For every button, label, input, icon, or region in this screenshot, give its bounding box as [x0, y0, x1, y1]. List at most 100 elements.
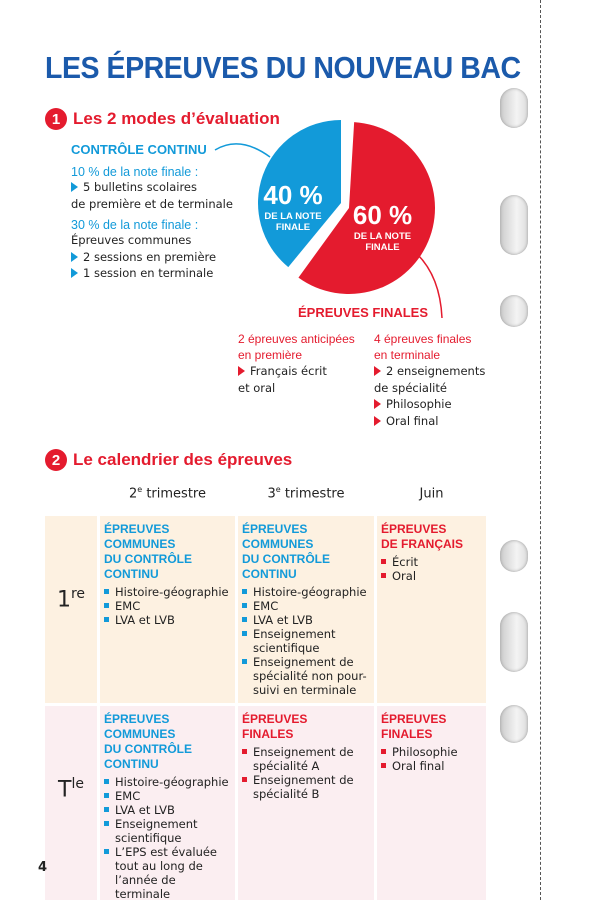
text: de première et de terminale — [71, 196, 233, 211]
triangle-bullet-icon — [71, 182, 78, 192]
finales-col2: 4 épreuves finales en terminale 2 enseig… — [374, 331, 485, 429]
cell-heading: FINALES — [242, 727, 294, 742]
list-item: Histoire-géographie — [104, 775, 231, 789]
square-bullet-icon — [104, 779, 109, 785]
list-item: Enseignement scientifique — [104, 817, 231, 845]
pct: 60 % — [352, 200, 413, 230]
table-row: 1re ÉPREUVES COMMUNES DU CONTRÔLE CONTINU H… — [45, 516, 486, 704]
text: FINALE — [365, 242, 400, 253]
cell-heading: FINALES — [381, 727, 433, 742]
list-item: Histoire-géographie — [242, 585, 370, 599]
list-item: Enseignement de spécialité non pour-suiv… — [242, 655, 370, 697]
binder-hole — [500, 612, 528, 672]
triangle-bullet-icon — [71, 251, 78, 262]
section-title: Le calendrier des épreuves — [73, 450, 293, 469]
page-title: LES ÉPREUVES DU NOUVEAU BAC — [45, 50, 521, 85]
pie-chart — [214, 120, 443, 319]
level-label: Tle — [45, 706, 97, 900]
text: en terminale — [374, 348, 441, 362]
text: de spécialité — [374, 380, 447, 395]
list-item: LVA et LVB — [104, 803, 231, 817]
list-item: EMC — [242, 599, 370, 613]
text: Juin — [419, 486, 444, 502]
triangle-bullet-icon — [71, 268, 78, 278]
text: Français écrit — [250, 364, 327, 378]
text: DE LA NOTE — [353, 231, 412, 242]
square-bullet-icon — [242, 659, 247, 665]
table-row: Tle ÉPREUVES COMMUNES DU CONTRÔLE CONTINU H… — [45, 706, 486, 900]
finales-col1: 2 épreuves anticipées en première França… — [238, 331, 355, 396]
text: e — [275, 485, 281, 494]
text: Philosophie — [386, 397, 452, 411]
column-header: Juin — [377, 475, 486, 513]
binder-hole — [500, 705, 528, 743]
list-item: Oral — [381, 569, 482, 583]
square-bullet-icon — [242, 777, 247, 783]
square-bullet-icon — [381, 763, 386, 769]
triangle-bullet-icon — [238, 366, 245, 376]
column-header: 2e trimestre — [100, 475, 235, 513]
triangle-bullet-icon — [374, 366, 381, 376]
controle-sub1: 10 % de la note finale : — [71, 165, 199, 179]
square-bullet-icon — [242, 603, 247, 609]
text: Philosophie — [392, 745, 458, 760]
text: 2 sessions en première — [83, 249, 217, 264]
cell-heading: ÉPREUVES COMMUNES — [104, 712, 176, 742]
text: Écrit — [392, 555, 419, 570]
cell-heading: DU CONTRÔLE CONTINU — [242, 552, 330, 582]
blue-slice-label: 40 % DE LA NOTE FINALE — [258, 180, 328, 233]
text: LVA et LVB — [253, 613, 313, 628]
pie-slice-blue — [258, 120, 341, 268]
square-bullet-icon — [242, 617, 247, 623]
cell-heading: DU CONTRÔLE CONTINU — [104, 742, 192, 772]
calendar-table: 2e trimestre 3e trimestre Juin 1re ÉPREUVES… — [42, 472, 489, 900]
controle-heading: CONTRÔLE CONTINU — [71, 142, 207, 157]
table-cell: ÉPREUVES COMMUNES DU CONTRÔLE CONTINU Hist… — [100, 706, 235, 900]
finales-heading: ÉPREUVES FINALES — [298, 305, 429, 320]
text: e — [137, 485, 143, 494]
section-number: 2 — [45, 449, 67, 471]
binder-hole — [500, 195, 528, 255]
list-item: L’EPS est évaluée tout au long de l’anné… — [104, 845, 231, 900]
table-cell: ÉPREUVES COMMUNES DU CONTRÔLE CONTINU Hist… — [100, 516, 235, 704]
table-cell: ÉPREUVES FINALES Philosophie Oral final — [377, 706, 486, 900]
list-item: Enseignement scientifique — [242, 627, 370, 655]
table-cell: ÉPREUVES FINALES Enseignement de spécialit… — [238, 706, 374, 900]
text: re — [70, 586, 86, 603]
section-title: Les 2 modes d’évaluation — [73, 109, 280, 128]
text: Histoire-géographie — [115, 775, 229, 790]
cell-heading: DU CONTRÔLE CONTINU — [104, 552, 192, 582]
text: Enseignement scientifique — [115, 817, 198, 846]
text: T — [58, 777, 72, 803]
text: trimestre — [280, 486, 345, 502]
pct: 40 % — [263, 180, 323, 210]
level-label: 1re — [45, 516, 97, 704]
square-bullet-icon — [104, 793, 109, 799]
cell-heading: ÉPREUVES — [242, 712, 308, 727]
text: EMC — [253, 599, 279, 614]
binder-hole — [500, 295, 528, 327]
text: DE LA NOTE — [264, 211, 322, 222]
red-slice-label: 60 % DE LA NOTE FINALE — [345, 200, 420, 253]
text: Enseignement de spécialité non pour-suiv… — [253, 655, 367, 698]
text: LVA et LVB — [115, 613, 175, 628]
square-bullet-icon — [104, 849, 109, 855]
square-bullet-icon — [104, 603, 109, 609]
section1-heading: 1 Les 2 modes d’évaluation — [45, 108, 280, 130]
cell-heading: ÉPREUVES COMMUNES — [104, 522, 176, 552]
list-item: Enseignement de spécialité B — [242, 773, 370, 801]
square-bullet-icon — [381, 573, 386, 579]
cell-heading: ÉPREUVES COMMUNES — [242, 522, 314, 552]
list-item: Oral final — [381, 759, 482, 773]
text: 2 — [129, 486, 138, 502]
column-header: 3e trimestre — [238, 475, 374, 513]
text: EMC — [115, 789, 141, 804]
cell-heading: ÉPREUVES — [381, 522, 447, 537]
square-bullet-icon — [242, 749, 247, 755]
empty-header — [45, 475, 97, 513]
text: EMC — [115, 599, 141, 614]
page-number: 4 — [38, 860, 48, 875]
list-item: EMC — [104, 599, 231, 613]
text: 1 session en terminale — [83, 266, 214, 280]
